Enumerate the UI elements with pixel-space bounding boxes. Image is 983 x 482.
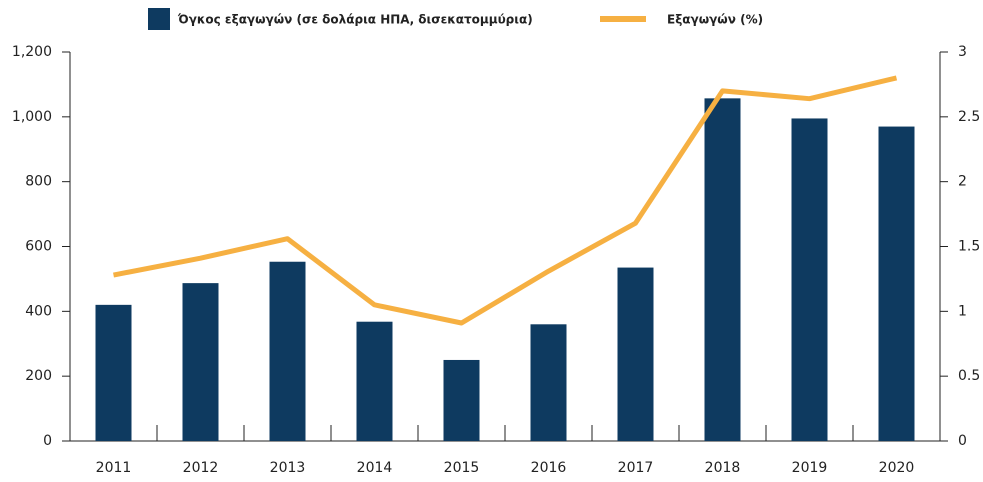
y2-tick-label: 1 [958,303,967,319]
y-tick-label: 0 [43,433,52,449]
x-tick-label: 2014 [357,460,393,476]
bar [182,283,219,441]
bar [530,324,567,441]
bar [704,98,741,441]
y2-tick-label: 0.5 [958,368,980,384]
x-tick-label: 2018 [705,460,741,476]
legend-label: Εξαγωγών (%) [667,13,763,27]
bar [878,126,915,441]
y-tick-label: 600 [25,239,52,255]
y2-tick-label: 0 [958,433,967,449]
y-tick-label: 200 [25,368,52,384]
x-tick-label: 2015 [444,460,480,476]
x-tick-label: 2020 [879,460,915,476]
x-tick-label: 2013 [270,460,306,476]
y-tick-label: 800 [25,174,52,190]
x-tick-label: 2019 [792,460,828,476]
bar [356,321,393,441]
y2-tick-label: 3 [958,44,967,60]
y2-tick-label: 2.5 [958,109,980,125]
y-tick-label: 1,000 [12,109,52,125]
legend-label: Όγκος εξαγωγών (σε δολάρια ΗΠΑ, δισεκατο… [177,13,533,27]
x-tick-label: 2012 [183,460,219,476]
y-tick-label: 400 [25,303,52,319]
x-tick-label: 2017 [618,460,654,476]
bar [791,118,828,442]
bar [443,359,480,441]
x-tick-label: 2011 [96,460,132,476]
y2-tick-label: 1.5 [958,239,980,255]
line [113,75,898,326]
bar [617,267,654,441]
y2-tick-label: 2 [958,174,967,190]
bar [95,304,132,441]
bar [269,261,306,441]
legend-swatch [148,8,170,30]
y-tick-label: 1,200 [12,44,52,60]
x-tick-label: 2016 [531,460,567,476]
